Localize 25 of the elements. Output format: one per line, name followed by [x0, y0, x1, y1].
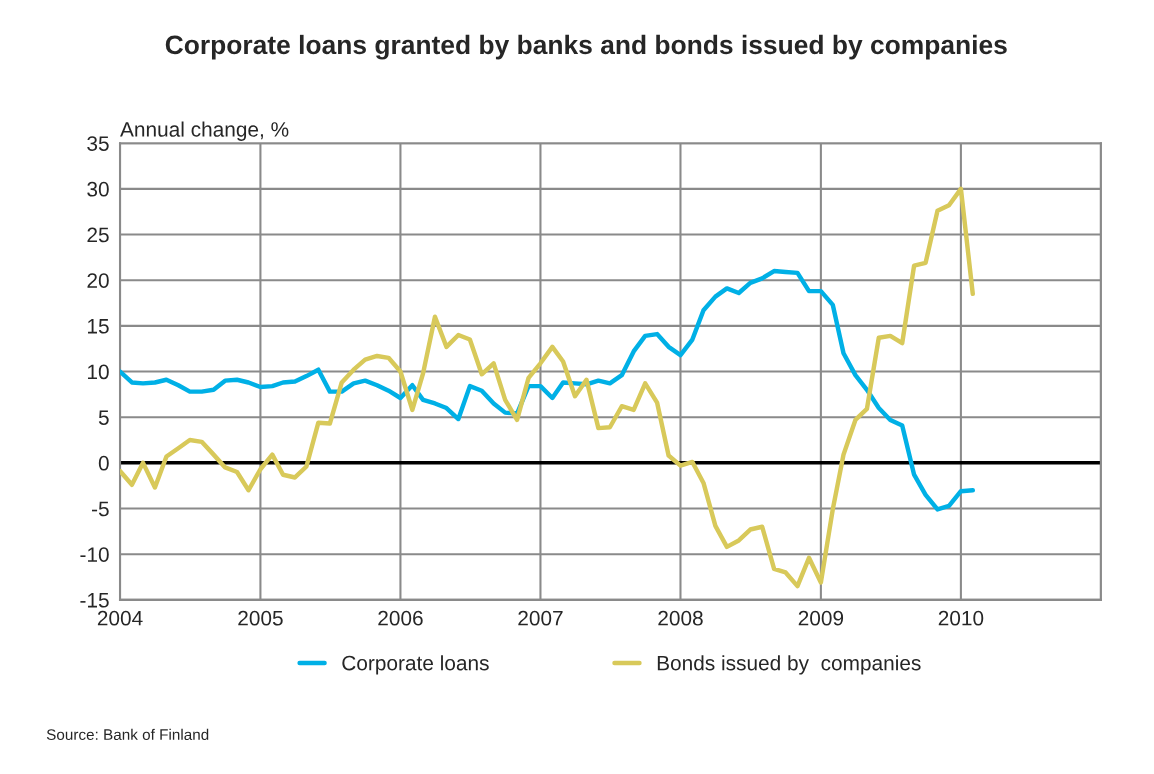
y-tick-label: -5 [92, 501, 109, 517]
y-tick-label: 5 [98, 410, 109, 425]
legend-label: Corporate loans [342, 655, 489, 675]
y-tick-label: 25 [87, 227, 109, 243]
y-tick-label: -15 [80, 593, 109, 608]
y-tick-label: 0 [98, 455, 109, 471]
line-series [120, 268, 976, 512]
x-tick-label: 2006 [378, 610, 423, 626]
y-axis-title: Annual change, % [120, 121, 289, 141]
legend-label: Bonds issued by companies [657, 655, 921, 675]
y-tick-label: 30 [87, 181, 109, 197]
x-tick-label: 2007 [518, 610, 563, 626]
y-tick-label: 20 [87, 273, 109, 288]
chart-title: Corporate loans granted by banks and bonds issued by companies [165, 34, 1007, 60]
y-tick-label: 35 [87, 136, 109, 151]
y-tick-label: 15 [88, 319, 109, 334]
x-tick-label: 2008 [658, 610, 703, 626]
y-tick-label: 10 [88, 364, 109, 380]
x-tick-label: 2004 [97, 610, 143, 626]
x-tick-label: 2009 [798, 610, 844, 626]
x-tick-label: 2005 [238, 610, 283, 626]
line-series [120, 186, 976, 589]
y-tick-label: -10 [80, 547, 109, 562]
source-note: Source: Bank of Finland [46, 728, 209, 741]
x-tick-label: 2010 [938, 610, 984, 626]
